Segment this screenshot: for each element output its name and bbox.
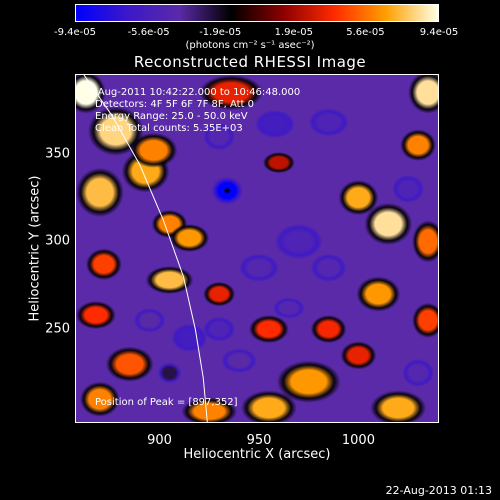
heatmap-blobs	[76, 75, 438, 422]
solar-limb-line	[83, 75, 208, 422]
heatmap-blob	[412, 220, 438, 263]
heatmap-blob	[412, 302, 438, 338]
heatmap-blob	[203, 316, 236, 342]
heatmap-blob	[310, 253, 347, 282]
heatmap-blob	[129, 132, 178, 168]
heatmap-blob	[408, 75, 438, 114]
y-tick-label: 300	[45, 233, 70, 249]
y-tick-label: 350	[45, 146, 70, 162]
heatmap-blob	[79, 381, 120, 417]
annotation-detectors: Detectors: 4F 5F 6F 7F 8F, Att 0	[95, 99, 255, 110]
heatmap-blob	[274, 223, 323, 260]
x-tick-label: 950	[246, 433, 272, 448]
annotation-clean: Clean Total counts: 5.35E+03	[95, 123, 243, 134]
colorbar-tick-label: -1.9e-05	[199, 27, 242, 38]
heatmap-blob	[199, 75, 263, 111]
heatmap-blob	[402, 358, 435, 387]
heatmap-blob	[203, 122, 236, 151]
heatmap-blob	[356, 276, 401, 312]
colorbar	[75, 4, 439, 22]
heatmap-blob	[145, 266, 194, 295]
y-tick-label: 250	[45, 321, 70, 337]
heatmap-blob	[262, 152, 295, 174]
heatmap-blob	[272, 297, 305, 319]
heatmap-blob	[310, 315, 347, 344]
heatmap-blob	[276, 360, 341, 403]
heatmap-blob	[364, 202, 413, 245]
colorbar-tick-label: -5.6e-05	[127, 27, 170, 38]
colorbar-tick-label: 1.9e-05	[274, 27, 313, 38]
heatmap-blob	[76, 301, 116, 330]
heatmap-blob	[239, 253, 279, 282]
colorbar-tick-label: 9.4e-05	[419, 27, 459, 38]
x-tick-label: 900	[147, 433, 172, 448]
heatmap-blob	[400, 129, 437, 161]
annotation-peak-position: Position of Peak = [897,352]	[95, 397, 238, 408]
annotation-time-range: 7-Aug-2011 10:42:22.000 to 10:46:48.000	[88, 87, 301, 98]
heatmap-blob	[249, 315, 289, 344]
heatmap-blob	[370, 390, 427, 422]
heatmap-blob	[308, 108, 349, 137]
heatmap-blob	[181, 397, 238, 422]
colorbar-tick-label: -9.4e-05	[54, 27, 96, 38]
heatmap-blob	[133, 308, 166, 333]
heatmap-blob	[338, 180, 379, 216]
heatmap-blob	[85, 248, 122, 281]
heatmap-blob	[87, 106, 144, 156]
footer-date: 22-Aug-2013 01:13	[385, 484, 492, 497]
heatmap-blob	[76, 75, 106, 114]
heatmap-svg	[76, 75, 438, 422]
x-tick-label: 1000	[341, 433, 375, 448]
peak-marker-stroke	[224, 188, 230, 194]
heatmap-blob	[221, 348, 257, 373]
heatmap-blob	[171, 323, 208, 352]
heatmap-blob	[241, 390, 297, 422]
heatmap-blob	[255, 110, 295, 139]
heatmap-blob	[169, 223, 210, 253]
heatmap-blob	[76, 167, 124, 217]
heatmap-blob	[340, 341, 377, 370]
heatmap-blob	[203, 281, 236, 307]
colorbar-tick-label: 5.6e-05	[346, 27, 385, 38]
y-axis-label: Heliocentric Y (arcsec)	[27, 175, 43, 322]
heatmap-blob	[105, 346, 154, 382]
heatmap-blob	[157, 362, 182, 384]
chart-title: Reconstructed RHESSI Image	[133, 53, 367, 71]
x-axis-label: Heliocentric X (arcsec)	[183, 447, 331, 462]
plot-area	[75, 74, 439, 423]
colorbar-units: (photons cm⁻² s⁻¹ asec⁻²)	[185, 40, 315, 51]
peak-marker	[224, 187, 231, 194]
annotation-energy: Energy Range: 25.0 - 50.0 keV	[95, 111, 248, 122]
heatmap-blob	[392, 174, 425, 203]
